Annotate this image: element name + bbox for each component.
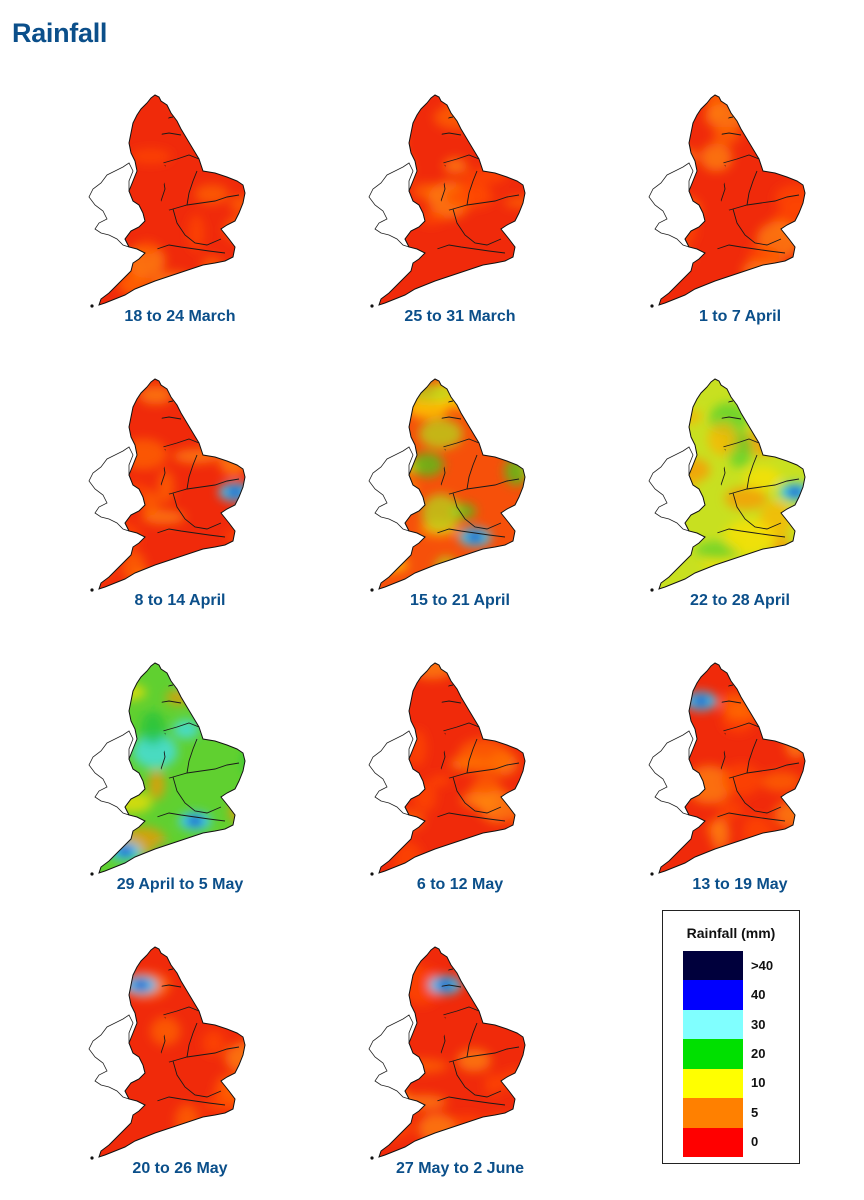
map-panel: 29 April to 5 May — [55, 626, 305, 901]
rainfall-fill — [659, 663, 805, 873]
wales-outline — [368, 1014, 426, 1100]
england-outline — [98, 662, 246, 874]
wales-outline — [368, 730, 426, 816]
legend-label: 30 — [751, 1016, 766, 1032]
map-panel: 15 to 21 April — [335, 342, 585, 617]
england-outline — [98, 378, 246, 590]
legend-swatch — [683, 1039, 743, 1070]
map-caption: 13 to 19 May — [692, 876, 788, 893]
legend-swatch — [683, 951, 743, 981]
map-caption: 25 to 31 March — [404, 308, 516, 325]
map-caption: 8 to 14 April — [134, 592, 226, 609]
map-caption: 18 to 24 March — [124, 308, 236, 325]
map-caption: 15 to 21 April — [410, 592, 510, 609]
wales-outline — [88, 1014, 146, 1100]
map-panel: 8 to 14 April — [55, 342, 305, 617]
rainfall-fill — [379, 95, 525, 305]
rainfall-map — [88, 378, 246, 592]
rainfall-fill — [99, 663, 245, 873]
legend-swatch — [683, 1009, 743, 1040]
wales-outline — [88, 162, 146, 248]
england-outline — [658, 94, 806, 306]
legend-label: 10 — [751, 1075, 766, 1091]
map-panel: 27 May to 2 June — [335, 910, 585, 1185]
map-caption: 22 to 28 April — [690, 592, 790, 609]
legend-swatch — [683, 1068, 743, 1099]
england-outline — [378, 662, 526, 874]
england-outline — [658, 378, 806, 590]
legend-label: 20 — [751, 1046, 766, 1061]
map-panel: 20 to 26 May — [55, 910, 305, 1185]
rainfall-map — [368, 94, 526, 308]
map-caption: 29 April to 5 May — [116, 876, 244, 893]
rainfall-map — [88, 662, 246, 876]
wales-outline — [648, 162, 706, 248]
rainfall-map — [368, 378, 526, 592]
map-panel: 6 to 12 May — [335, 626, 585, 901]
legend-color-bar — [683, 951, 743, 1158]
map-panel: 18 to 24 March — [55, 58, 305, 333]
rainfall-fill — [379, 947, 525, 1157]
map-caption: 20 to 26 May — [132, 1160, 228, 1177]
rainfall-fill — [659, 95, 805, 305]
legend-swatch — [683, 1127, 743, 1158]
england-outline — [98, 946, 246, 1158]
legend-swatch — [683, 1098, 743, 1129]
rainfall-fill — [99, 95, 245, 305]
rainfall-map — [648, 378, 806, 592]
rainfall-fill — [379, 663, 525, 873]
wales-outline — [88, 446, 146, 532]
wales-outline — [648, 446, 706, 532]
england-outline — [378, 378, 526, 590]
page-title: Rainfall — [12, 18, 108, 48]
legend-label: 0 — [751, 1134, 759, 1150]
map-panel: 1 to 7 April — [615, 58, 864, 333]
rainfall-fill — [379, 379, 525, 589]
legend-swatch — [683, 980, 743, 1011]
legend-label: 5 — [751, 1104, 759, 1120]
rainfall-map — [368, 946, 526, 1160]
wales-outline — [368, 162, 426, 248]
map-caption: 1 to 7 April — [698, 308, 782, 325]
map-panel: 13 to 19 May — [615, 626, 864, 901]
rainfall-fill — [659, 379, 805, 589]
wales-outline — [648, 730, 706, 816]
england-outline — [378, 946, 526, 1158]
legend-title: Rainfall (mm) — [686, 925, 776, 941]
rainfall-map — [88, 94, 246, 308]
england-outline — [378, 94, 526, 306]
map-panel: 22 to 28 April — [615, 342, 864, 617]
wales-outline — [368, 446, 426, 532]
england-outline — [658, 662, 806, 874]
legend-label: 40 — [751, 987, 766, 1003]
rainfall-fill — [99, 379, 245, 589]
rainfall-map — [648, 94, 806, 308]
england-outline — [98, 94, 246, 306]
wales-outline — [88, 730, 146, 816]
map-caption: 6 to 12 May — [416, 876, 504, 893]
rainfall-legend: Rainfall (mm) >40 40 30 20 10 5 0 — [662, 910, 800, 1164]
rainfall-map — [368, 662, 526, 876]
rainfall-map — [648, 662, 806, 876]
map-panel: 25 to 31 March — [335, 58, 585, 333]
legend-label: >40 — [751, 957, 774, 973]
rainfall-map — [88, 946, 246, 1160]
map-caption: 27 May to 2 June — [395, 1160, 525, 1177]
